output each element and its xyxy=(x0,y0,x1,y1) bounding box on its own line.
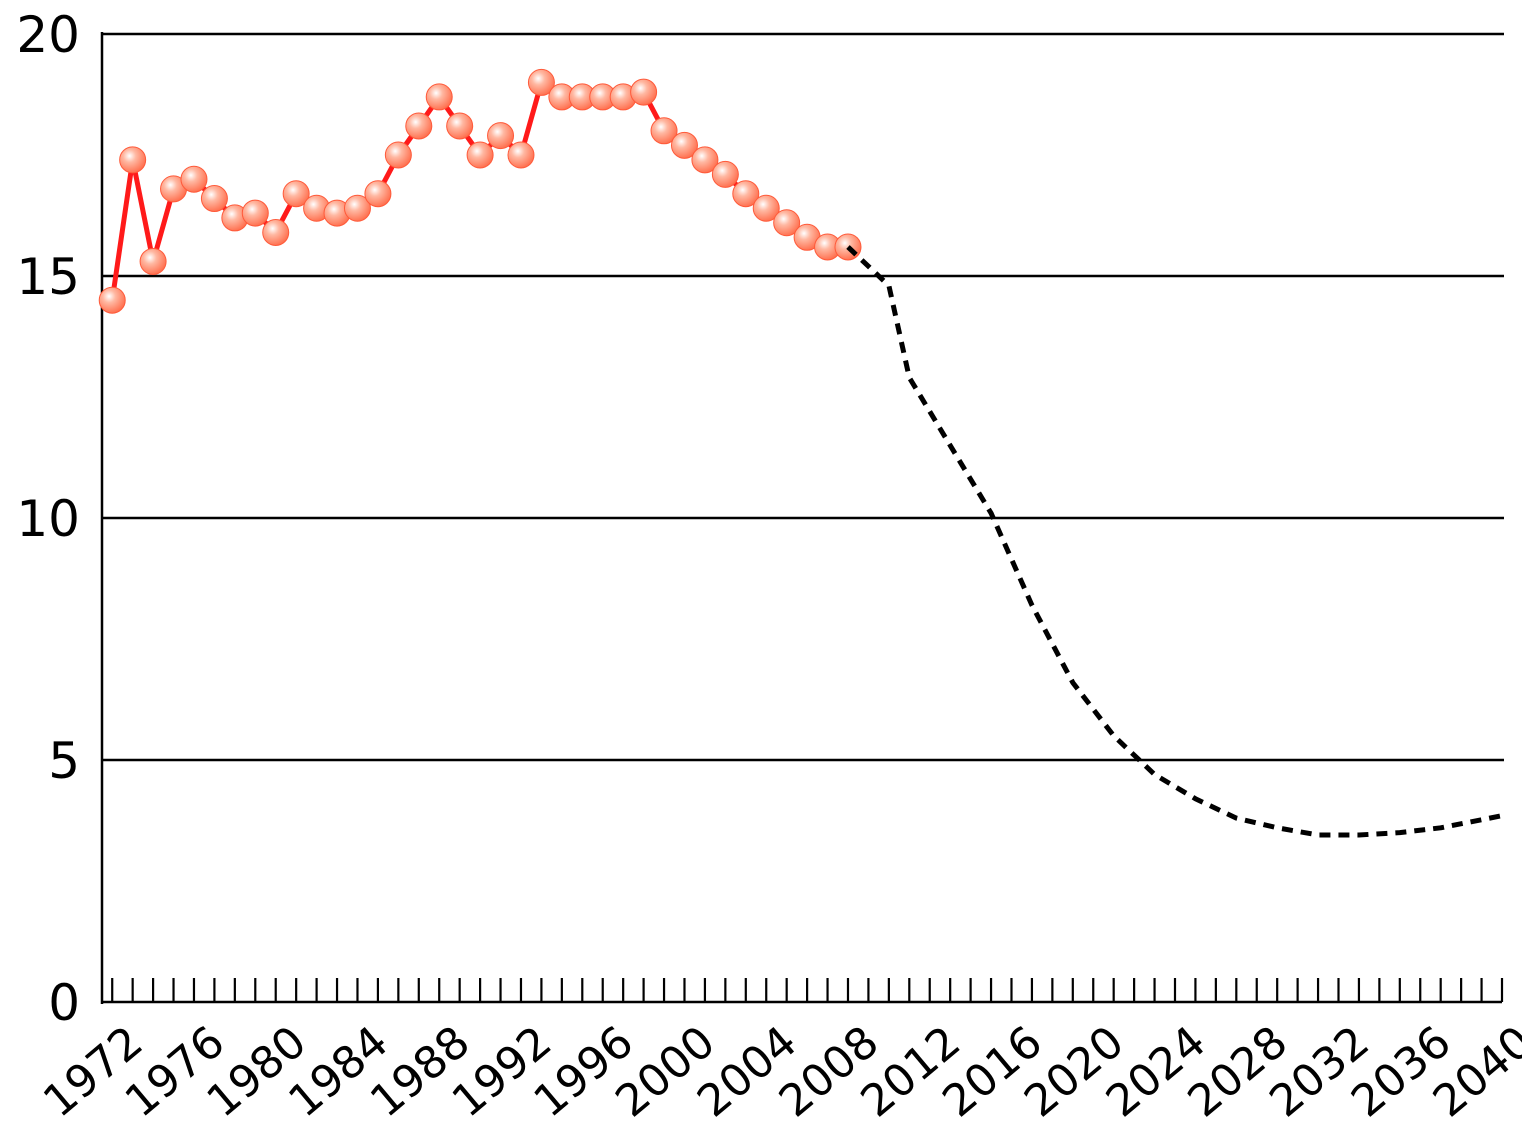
data-point-1987 xyxy=(405,112,433,140)
data-point-2004 xyxy=(752,194,780,222)
gridlines xyxy=(102,32,1504,762)
axes xyxy=(100,32,1504,1004)
x-axis-tick-labels: 1972197619801984198819921996200020042008… xyxy=(34,1016,1522,1127)
data-point-2005 xyxy=(773,209,801,237)
series-line-projection xyxy=(846,245,1503,838)
data-point-2001 xyxy=(691,146,719,174)
data-point-1991 xyxy=(487,122,515,150)
data-point-2000 xyxy=(670,131,698,159)
data-point-1981 xyxy=(282,180,310,208)
y-tick-label-15: 15 xyxy=(16,248,80,306)
data-point-1990 xyxy=(466,141,494,169)
data-point-1977 xyxy=(200,185,228,213)
data-point-1972 xyxy=(98,286,126,314)
data-point-1986 xyxy=(384,141,412,169)
y-axis-tick-labels: 0 5 10 15 20 xyxy=(16,6,80,1032)
data-point-1974 xyxy=(139,247,167,275)
y-tick-label-10: 10 xyxy=(16,490,80,548)
data-point-1973 xyxy=(119,146,147,174)
data-point-2002 xyxy=(711,160,739,188)
data-point-2003 xyxy=(732,180,760,208)
data-point-1999 xyxy=(650,117,678,145)
series-layer xyxy=(98,68,1503,838)
y-tick-label-20: 20 xyxy=(16,6,80,64)
data-point-1980 xyxy=(262,218,290,246)
y-tick-label-5: 5 xyxy=(48,732,80,790)
y-tick-label-0: 0 xyxy=(48,974,80,1032)
data-point-1979 xyxy=(241,199,269,227)
data-point-1989 xyxy=(446,112,474,140)
data-point-1984 xyxy=(343,194,371,222)
data-point-1992 xyxy=(507,141,535,169)
data-point-1985 xyxy=(364,180,392,208)
data-point-1976 xyxy=(180,165,208,193)
data-point-2008 xyxy=(834,233,862,261)
data-point-1998 xyxy=(630,78,658,106)
data-point-1988 xyxy=(425,83,453,111)
data-point-1993 xyxy=(527,68,555,96)
